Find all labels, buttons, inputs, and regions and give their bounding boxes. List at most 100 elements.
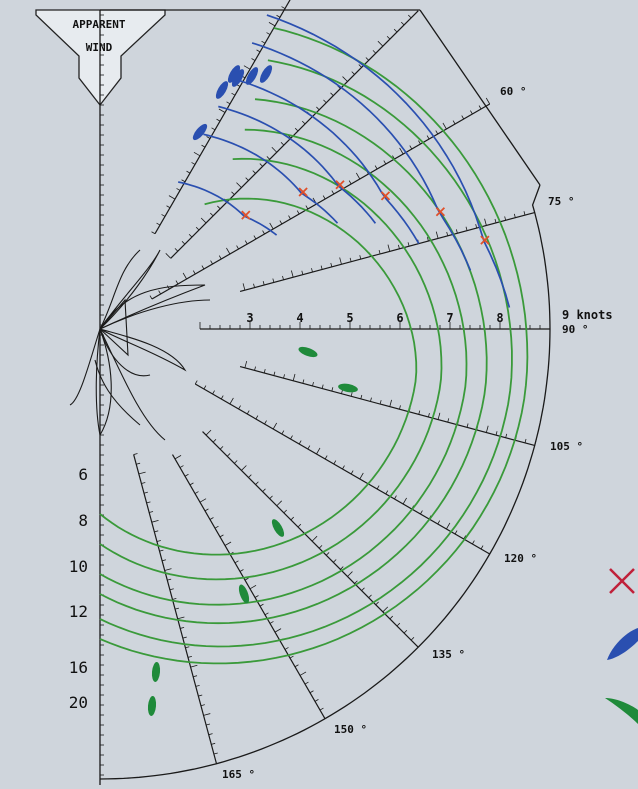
tick-120 [203,385,207,390]
spoke-150 [171,454,326,720]
tick-60 [201,265,205,270]
tick-60 [435,130,439,135]
sail-petal-3 [99,249,141,330]
tick-135 [311,535,318,542]
tick-165 [185,646,190,649]
true-wind-speed-6: 6 [78,465,88,484]
tick-120 [264,420,267,425]
tick-120 [385,490,389,495]
tick-165 [200,704,205,707]
apparent-wind-label-line2: WIND [86,41,113,54]
tick-150 [224,541,232,546]
tick-120 [333,460,337,465]
tick-120 [359,472,364,480]
tick-120 [272,422,278,430]
tick-150 [194,491,199,494]
tick-120 [255,415,259,420]
tick-30 [168,195,176,200]
legend [605,568,638,724]
tick-120 [194,380,198,385]
tick-105 [370,397,372,402]
tick-30 [251,58,256,61]
tick-150 [199,498,207,503]
tick-105 [399,405,401,410]
tick-135 [226,453,231,457]
angle-label-150: 150 ° [334,723,367,736]
tick-105 [350,392,353,397]
tick-60 [226,247,231,255]
apparent-wind-label-line1: APPARENT [73,18,126,31]
tick-105 [495,431,498,436]
tick-75 [290,270,294,278]
tick-60 [331,190,335,195]
angle-label-165: 165 ° [222,768,255,781]
blue-sail-marker-3 [245,67,259,85]
tick-150 [294,664,299,668]
tick-165 [169,588,174,591]
tick-45 [195,226,200,231]
tick-60 [442,122,447,130]
tick-75 [301,270,304,275]
tick-135 [318,545,323,549]
tick-120 [229,397,234,405]
tick-45 [259,163,263,167]
speed-tick-4: 4 [296,311,303,325]
tick-165 [174,607,180,610]
tick-30 [243,65,251,70]
tick-120 [350,470,354,475]
peak-cross-tws-6 [241,210,251,220]
tick-30 [281,6,286,9]
tick-30 [201,144,206,148]
tick-60 [158,290,161,295]
tick-105 [524,438,527,443]
tick-135 [396,622,401,627]
tick-30 [156,222,161,226]
tick-105 [331,387,334,392]
tick-45 [330,92,334,96]
sail-petal-1 [99,284,206,330]
tick-60 [296,210,300,215]
tick-105 [379,400,382,405]
tick-45 [408,14,412,19]
tick-135 [368,594,372,598]
tick-45 [200,217,207,224]
tick-150 [284,647,289,650]
tick-75 [398,244,400,249]
tick-105 [321,384,324,389]
tick-60 [192,270,196,275]
tick-45 [188,233,193,238]
sail-petal-2 [99,299,211,330]
tick-150 [254,595,259,598]
tick-165 [138,471,146,475]
tick-165 [159,549,164,552]
tick-45 [252,170,256,174]
tick-30 [218,108,226,113]
tick-45 [165,253,171,259]
tick-75 [330,262,333,267]
tick-75 [242,283,246,291]
tick-105 [389,399,392,407]
speed-tick-8: 8 [496,311,503,325]
tick-75 [339,257,342,265]
tick-135 [234,460,238,464]
blue-sail-marker-1 [215,81,229,99]
tick-135 [290,516,295,521]
tick-105 [418,410,421,415]
tick-75 [435,231,439,239]
tick-150 [209,517,214,520]
tick-165 [213,752,218,755]
tick-120 [454,530,458,535]
tick-165 [190,664,198,668]
tick-30 [276,14,281,18]
tick-60 [452,120,456,125]
tick-120 [394,495,397,500]
tick-45 [174,248,179,252]
tick-150 [239,569,244,572]
tick-45 [351,71,355,75]
tick-30 [166,205,171,209]
tick-30 [231,92,236,96]
blue-sail-marker-2 [231,69,245,87]
tick-30 [268,22,276,27]
tick-165 [164,568,172,571]
spoke-105 [239,365,535,447]
